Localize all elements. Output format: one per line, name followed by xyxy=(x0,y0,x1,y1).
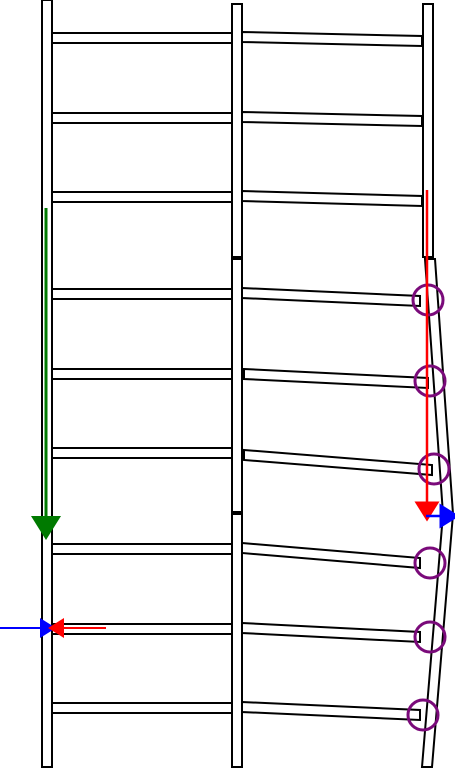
connection-highlight-4 xyxy=(413,546,447,580)
middle-column-upper xyxy=(231,3,243,258)
beam-right-floor-3 xyxy=(241,189,423,208)
middle-column-middle xyxy=(231,258,243,513)
beam-right-floor-2 xyxy=(241,110,423,128)
left-bay-beams xyxy=(51,32,233,714)
middle-column-lower xyxy=(231,513,243,768)
load-arrows xyxy=(0,190,455,638)
beam-left-floor-6 xyxy=(51,447,233,459)
beam-right-floor-9 xyxy=(241,700,421,722)
beam-left-floor-1 xyxy=(51,32,233,44)
connection-highlight-5 xyxy=(413,620,447,654)
beam-left-floor-7 xyxy=(51,543,233,555)
beam-right-floor-5 xyxy=(243,367,429,390)
beam-right-floor-6 xyxy=(243,448,433,477)
beam-left-floor-3 xyxy=(51,191,233,203)
beam-left-floor-2 xyxy=(51,112,233,124)
right-bay-beams xyxy=(241,30,433,722)
beam-left-floor-5 xyxy=(51,368,233,380)
beam-right-floor-7 xyxy=(241,541,421,570)
beam-right-floor-4 xyxy=(241,286,421,308)
beam-left-floor-9 xyxy=(51,702,233,714)
beam-right-floor-1 xyxy=(241,30,423,48)
connection-highlight-6 xyxy=(406,698,440,732)
connection-highlight-2 xyxy=(413,364,447,398)
connection-highlight-3 xyxy=(417,452,451,486)
beam-left-floor-4 xyxy=(51,288,233,300)
beam-right-floor-8 xyxy=(241,621,421,644)
